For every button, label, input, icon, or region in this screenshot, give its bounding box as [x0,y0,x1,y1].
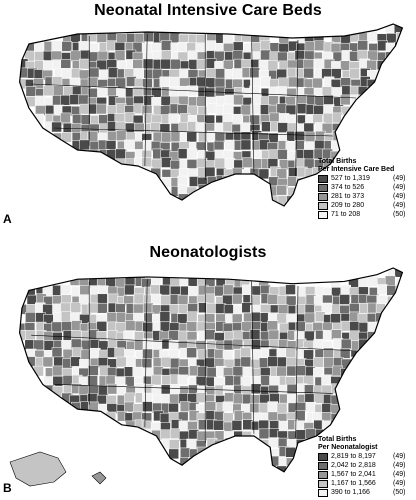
legend-range: 2,819 to 8,197 [331,453,376,460]
legend-item: 71 to 208 (50) [318,210,405,219]
legend-swatch [318,174,328,183]
legend-swatch [318,183,328,192]
panel-b: Neonatologists Total Births Per Neonatal… [0,240,416,500]
panel-letter-b: B [3,481,12,495]
legend-range: 281 to 373 [331,193,365,200]
legend-swatch [318,488,328,497]
legend-swatch [318,461,328,470]
legend-count: (50) [393,489,406,496]
legend-range: 1,567 to 2,041 [331,471,376,478]
legend-range: 2,042 to 2,818 [331,462,376,469]
legend-item: 374 to 526 (49) [318,183,405,192]
legend-count: (49) [393,193,406,200]
legend-count: (49) [393,175,406,182]
map-title-a: Neonatal Intensive Care Beds [94,2,322,19]
us-choropleth-map-a [18,23,404,207]
legend-item: 390 to 1,166 (50) [318,488,405,497]
legend-item: 1,567 to 2,041 (49) [318,470,405,479]
legend-item: 2,042 to 2,818 (49) [318,461,405,470]
map-title-b: Neonatologists [149,244,267,261]
legend-swatch [318,201,328,210]
legend-swatch [318,479,328,488]
legend-range: 374 to 526 [331,184,365,191]
panel-a: Neonatal Intensive Care Beds Total Birth… [0,0,416,232]
legend-count: (50) [393,211,406,218]
legend-swatch [318,210,328,219]
legend-range: 527 to 1,319 [331,175,370,182]
legend-b: Total Births Per Neonatalogist 2,819 to … [318,436,405,497]
legend-a: Total Births Per Intensive Care Bed 527 … [318,158,405,219]
legend-range: 209 to 280 [331,202,365,209]
legend-item: 209 to 280 (49) [318,201,405,210]
legend-title-line1-b: Total Births [318,436,357,443]
legend-title-line1-a: Total Births [318,158,357,165]
legend-count: (49) [393,453,406,460]
legend-title-line2-b: Per Neonatalogist [318,444,378,451]
legend-range: 1,167 to 1,566 [331,480,376,487]
legend-swatch [318,452,328,461]
legend-count: (49) [393,480,406,487]
legend-item: 2,819 to 8,197 (49) [318,452,405,461]
panel-letter-a: A [3,212,12,226]
legend-item: 281 to 373 (49) [318,192,405,201]
legend-count: (49) [393,462,406,469]
legend-count: (49) [393,184,406,191]
us-choropleth-map-b [9,267,404,487]
legend-range: 71 to 208 [331,211,361,218]
legend-title-line2-a: Per Intensive Care Bed [318,166,395,173]
legend-count: (49) [393,471,406,478]
legend-item: 1,167 to 1,566 (49) [318,479,405,488]
legend-swatch [318,470,328,479]
legend-swatch [318,192,328,201]
legend-range: 390 to 1,166 [331,489,370,496]
legend-item: 527 to 1,319 (49) [318,174,405,183]
legend-count: (49) [393,202,406,209]
